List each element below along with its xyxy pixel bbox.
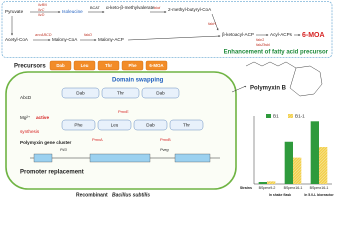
arrow <box>211 13 219 31</box>
pathway-box <box>1 1 333 58</box>
cell-label: synthesis <box>20 129 40 134</box>
legend-label: B1-1 <box>295 114 305 119</box>
promoter-replacement: Promoter replacement <box>20 170 84 176</box>
domain-label: Leu <box>111 123 119 128</box>
pathway-node: Malony-ACP <box>98 37 124 42</box>
pathway-node: Acyl-ACPs <box>270 32 293 37</box>
precursor-name: Phe <box>128 63 137 68</box>
precursor-tab <box>73 60 96 71</box>
precursor-tabs: Dab Leu Thr Phe 6-MOA <box>49 60 168 71</box>
gene-label: bkd <box>154 6 161 10</box>
gene-block <box>33 153 53 163</box>
arrow <box>127 35 221 41</box>
pathway-caption: Enhancement of fatty acid precursor <box>224 50 329 56</box>
enzyme-label: BCAT <box>90 6 101 10</box>
strain-label: Bacillus subtilis <box>112 192 150 198</box>
gene-name: PmxA <box>92 137 103 142</box>
gene-name: PmxE <box>118 109 129 114</box>
domain-label: Dab <box>76 91 85 96</box>
x-tick-label: BSpmx16-1 <box>310 186 329 190</box>
gene-label: accABCD <box>35 33 52 37</box>
legend-swatch <box>288 114 293 118</box>
cell-label: Mg²⁺ <box>20 115 31 120</box>
precursor-name: Thr <box>105 63 112 68</box>
strain-label: Recombinant <box>76 192 108 198</box>
group-label: In 5.0-L bioreactor <box>304 193 334 197</box>
structure <box>245 61 323 97</box>
gene-name: PmxB <box>160 137 171 142</box>
cell-label: active <box>36 115 49 120</box>
graphical-abstract: Pyruvate ilvBN ilvC ilvD Isoleucine BCAT… <box>1 1 335 198</box>
gene-label: ilvBN <box>38 3 47 7</box>
pathway-node: Malony-CoA <box>52 37 78 42</box>
domain <box>61 119 96 131</box>
domain <box>169 119 204 131</box>
x-tick-label: BSpmx16-1 <box>284 186 303 190</box>
pathway-node: Pyruvate <box>5 9 24 14</box>
domain-label: Thr <box>183 123 190 128</box>
domain-label: Dab <box>156 91 165 96</box>
group-label: In shake flask <box>269 193 291 197</box>
gene-label: fabG <box>256 38 264 42</box>
gene-label: ilvC <box>38 8 45 12</box>
bar <box>258 182 267 184</box>
domain-label: Dab <box>146 123 155 128</box>
precursor-tab <box>145 60 168 71</box>
pathway-node: α-keto-β-methylvalerate <box>106 5 155 10</box>
precursors-label: Precursors <box>14 64 46 70</box>
precursor-tab <box>49 60 72 71</box>
bar <box>267 181 276 184</box>
bar <box>284 141 293 184</box>
bar <box>319 147 328 184</box>
x-tick-label: BSpmx9-2 <box>259 186 276 190</box>
gene-label: fabZfabI <box>256 43 271 47</box>
arrow <box>231 85 247 93</box>
gene-block <box>89 153 151 163</box>
promoter-label: Pveg <box>160 148 170 152</box>
bar <box>293 157 302 184</box>
pathway-node: β-ketoacyl-ACP <box>222 32 254 37</box>
x-axis-label: Strains <box>240 186 252 190</box>
gene-label: fabD <box>84 33 92 37</box>
module-row: Phe Leu Dab Thr <box>61 119 204 131</box>
legend-label: B1 <box>273 114 279 119</box>
domain-label: Thr <box>117 91 124 96</box>
pathway-node: Acetyl-CoA <box>5 37 29 42</box>
domain <box>101 87 140 99</box>
cell-label: AbcD <box>20 95 32 100</box>
precursor-name: Leu <box>81 63 89 68</box>
precursor-tab <box>97 60 120 71</box>
gene-label: fabH <box>208 22 216 26</box>
cluster-label: Polymyxin gene cluster <box>20 140 72 145</box>
precursor-name: 6-MOA <box>149 63 164 68</box>
pathway-node: Isoleucine <box>62 9 83 14</box>
gene-block <box>174 153 211 163</box>
domain-label: Phe <box>74 123 83 128</box>
promoter-label: P43 <box>60 148 68 152</box>
module-row: Dab Thr Dab <box>61 87 180 99</box>
precursor-name: Dab <box>56 63 65 68</box>
domain <box>141 87 180 99</box>
product-label: Polymyxin B <box>250 86 287 92</box>
bar <box>310 121 319 184</box>
bar-chart: B1 B1-1 BSpmx9-2 BSpmx16-1 BSpmx16-1 Strains I… <box>240 114 335 197</box>
domain <box>97 119 132 131</box>
pathway-node: 2-methyl-butyryl-CoA <box>168 7 212 12</box>
domain <box>61 87 100 99</box>
pathway-product: 6-MOA <box>302 32 325 39</box>
legend-swatch <box>266 114 271 118</box>
domain-swapping: Domain swapping <box>112 78 164 84</box>
precursor-tab <box>121 60 144 71</box>
domain <box>133 119 168 131</box>
gene-label: ilvD <box>38 13 45 17</box>
